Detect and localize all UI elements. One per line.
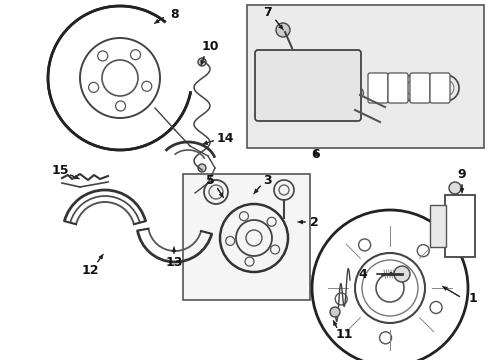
Text: 8: 8 [170,8,179,21]
Circle shape [275,23,289,37]
Text: 1: 1 [468,292,476,305]
Text: 7: 7 [263,5,272,18]
FancyBboxPatch shape [429,73,449,103]
Text: 3: 3 [263,174,272,186]
FancyBboxPatch shape [387,73,407,103]
Circle shape [329,307,339,317]
Bar [429,205,445,247]
Circle shape [448,182,460,194]
Text: 2: 2 [309,216,318,229]
Circle shape [48,6,192,150]
Text: 14: 14 [216,131,233,144]
Circle shape [352,87,363,99]
Text: 9: 9 [457,168,466,181]
Circle shape [198,164,205,172]
Text: 13: 13 [165,256,183,269]
Text: 15: 15 [51,163,69,176]
Bar [444,195,474,257]
Text: 5: 5 [205,174,214,186]
Text: 10: 10 [201,40,218,53]
Wedge shape [158,21,194,91]
Text: 4: 4 [358,267,366,280]
Bar [246,5,483,148]
Text: 6: 6 [311,148,320,161]
Circle shape [198,58,205,66]
Circle shape [393,266,409,282]
Bar [183,174,309,300]
Text: 12: 12 [81,264,99,276]
FancyBboxPatch shape [409,73,429,103]
Circle shape [346,101,359,115]
Text: 11: 11 [335,328,352,342]
FancyBboxPatch shape [254,50,360,121]
FancyBboxPatch shape [367,73,387,103]
